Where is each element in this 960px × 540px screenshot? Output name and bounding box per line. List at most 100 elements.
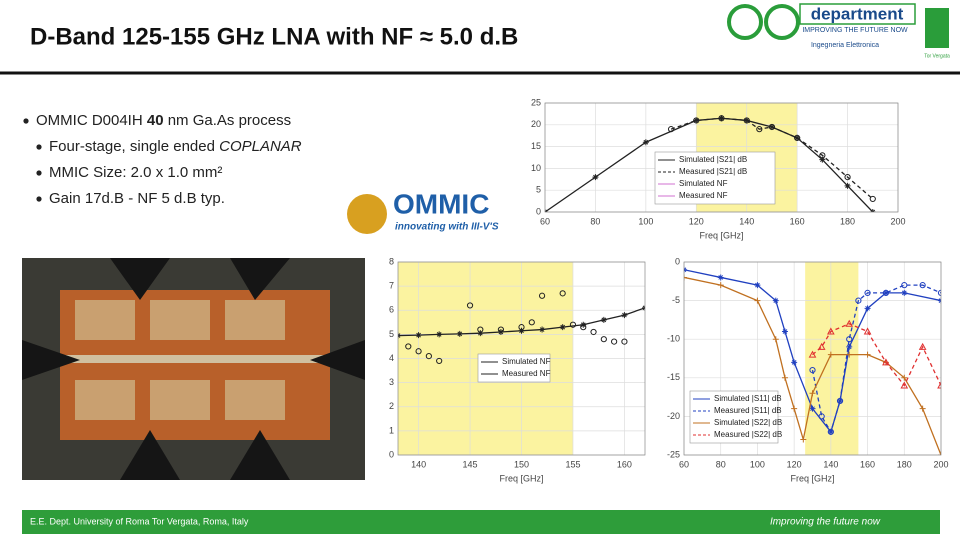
x-tick-label: 160 [790,216,805,226]
y-tick-label: 5 [536,185,541,195]
marker [611,338,618,345]
logo-side: Tor Vergata [924,53,950,59]
marker [772,297,779,304]
logo-tagline: IMPROVING THE FUTURE NOW [802,27,908,34]
marker [569,321,577,328]
x-tick-label: 180 [897,459,912,469]
marker [818,413,825,420]
bullet-segment: MMIC Size: 2.0 x 1.0 mm² [49,164,222,181]
marker [693,117,700,124]
bullet-segment: COPLANAR [219,138,302,155]
marker [781,374,788,381]
bullet-text: Gain 17d.B - NF 5 d.B typ. [49,190,225,207]
plot-frame [397,261,646,456]
marker [456,330,463,337]
marker [768,123,776,131]
bullet-segment: 40 [147,112,164,129]
marker [756,126,763,133]
legend-label: Simulated NF [502,357,551,366]
x-axis-label: Freq [GHz] [499,473,543,483]
y-tick-label: 20 [531,119,541,129]
series-group [684,266,941,455]
marker [827,327,835,335]
marker [477,326,484,333]
bullet-list: OMMIC D004IH 40 nm Ga.As process Four-sta… [23,112,302,207]
legend-label: Measured NF [679,191,728,200]
marker [809,390,816,397]
bullet-dot [36,196,42,202]
marker [918,342,927,350]
bullet-segment: nm Ga.As process [164,112,292,129]
series-line [811,284,941,434]
y-tick-label: 0 [675,256,680,266]
marker [466,302,474,309]
x-tick-label: 80 [590,216,600,226]
y-tick-label: 0 [536,206,541,216]
x-axis-label: Freq [GHz] [699,230,743,240]
x-tick-label: 155 [565,459,580,469]
footer-bar [22,510,940,534]
bullet-dot [36,144,42,150]
y-tick-label: 5 [389,329,394,339]
bullet-text: MMIC Size: 2.0 x 1.0 mm² [49,164,222,181]
y-tick-label: 1 [389,425,394,435]
x-tick-label: 140 [411,459,426,469]
x-tick-label: 60 [540,216,550,226]
marker [937,289,941,296]
marker [754,282,761,289]
y-tick-label: 0 [389,449,394,459]
y-tick-label: 10 [531,163,541,173]
marker [937,381,941,389]
marker [415,332,422,339]
marker [415,348,422,355]
x-tick-label: 80 [716,459,726,469]
bullet-text: Four-stage, single ended COPLANAR [49,138,302,155]
marker [425,352,432,360]
marker [781,328,788,335]
marker [827,351,834,358]
marker [809,366,816,374]
y-tick-label: 15 [531,141,541,151]
marker [539,326,546,333]
marker [667,126,675,133]
marker [819,152,826,159]
marker [684,274,687,281]
legend-label: Simulated NF [679,179,728,188]
marker [827,428,834,435]
marker [717,274,724,281]
bullet-dot [23,118,29,124]
marker [600,316,607,323]
y-tick-label: 7 [389,281,394,291]
bullet-segment: Four-stage, single ended [49,138,219,155]
marker [864,305,871,312]
y-tick-label: 2 [389,401,394,411]
y-tick-label: 3 [389,377,394,387]
marker [717,282,724,289]
marker [800,436,807,443]
marker [518,327,525,334]
series-line [812,323,941,387]
y-tick-label: 25 [531,97,541,107]
marker [791,359,798,366]
x-tick-label: 100 [638,216,653,226]
marker [882,289,890,296]
logo: department IMPROVING THE FUTURE NOW Inge… [727,3,950,59]
marker [808,350,817,358]
x-tick-label: 150 [514,459,529,469]
marker [837,397,844,404]
marker [882,289,889,296]
plot: 0 1 2 3 4 5 6 7 8 140 145 150 155 160 Freq [GHz] Simula… [389,256,646,483]
marker [405,343,412,350]
logo-name: department [811,4,904,23]
highlight-band [805,262,859,455]
ommic-name: OMMIC [393,188,489,219]
marker [901,289,908,296]
marker [693,117,700,124]
marker [846,336,853,343]
footer-left: E.E. Dept. University of Roma Tor Vergat… [30,516,249,526]
x-tick-label: 145 [463,459,478,469]
legend-box [654,151,776,205]
legend-label: Measured |S22| dB [714,430,782,439]
y-tick-label: -15 [667,372,680,382]
y-tick-label: 8 [389,256,394,266]
